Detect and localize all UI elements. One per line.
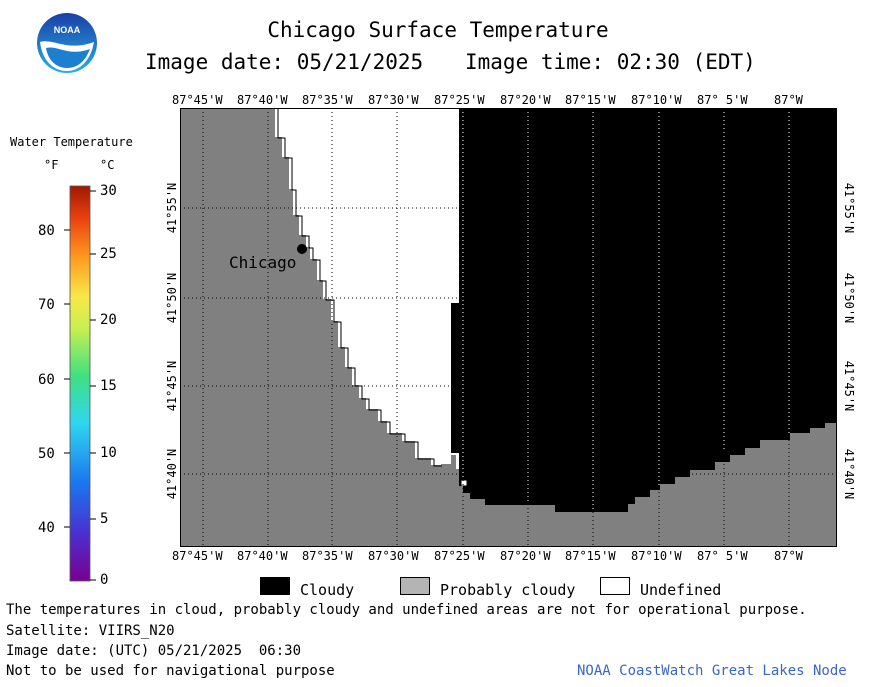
chicago-marker [297, 244, 307, 254]
utc-date: Image date: (UTC) 05/21/2025 06:30 [6, 643, 302, 659]
land-region [180, 108, 837, 547]
lon-label: 87°15'W [565, 549, 616, 563]
page-title: Chicago Surface Temperature [267, 18, 609, 42]
shoreline-edge [277, 108, 442, 467]
lon-label: 87°15'W [565, 93, 616, 107]
graticule-cloudy [462, 108, 790, 510]
lon-label: 87° 5'W [697, 549, 748, 563]
map [180, 108, 837, 547]
nav-warning: Not to be used for navigational purpose [6, 663, 335, 679]
lon-label: 87°40'W [237, 93, 288, 107]
colorbar-ticks [64, 190, 96, 581]
f-tick-80: 80 [38, 223, 55, 239]
legend-swatch-cloudy [260, 577, 290, 595]
c-tick-30: 30 [100, 183, 117, 199]
lon-label: 87°35'W [302, 93, 353, 107]
lon-label: 87°45'W [172, 93, 223, 107]
c-tick-5: 5 [100, 511, 109, 527]
lon-label: 87°20'W [500, 93, 551, 107]
lat-label: 41°50'N [842, 272, 856, 324]
lon-label: 87°20'W [500, 549, 551, 563]
lat-label: 41°55'N [842, 182, 856, 234]
disclaimer: The temperatures in cloud, probably clou… [6, 602, 807, 618]
colorbar [64, 185, 96, 582]
lon-label: 87°35'W [302, 549, 353, 563]
lat-label: 41°40'N [165, 448, 179, 500]
f-tick-40: 40 [38, 520, 55, 536]
lon-label: 87°25'W [434, 549, 485, 563]
cloudy-region [451, 108, 837, 512]
colorbar-unit-c: °C [100, 158, 115, 172]
f-tick-60: 60 [38, 372, 55, 388]
lon-label: 87°W [774, 93, 803, 107]
satellite: Satellite: VIIRS_N20 [6, 623, 175, 639]
lat-label: 41°45'N [842, 360, 856, 412]
lon-label: 87°30'W [368, 549, 419, 563]
noaa-logo: NOAA [37, 13, 97, 73]
f-tick-50: 50 [38, 446, 55, 462]
lon-label: 87°25'W [434, 93, 485, 107]
lon-label: 87°10'W [631, 93, 682, 107]
lat-label: 41°55'N [165, 182, 179, 234]
lat-label: 41°50'N [165, 272, 179, 324]
legend-swatch-undefined [600, 577, 630, 595]
lon-label: 87° 5'W [697, 93, 748, 107]
credit: NOAA CoastWatch Great Lakes Node [577, 663, 847, 679]
lon-label: 87°W [774, 549, 803, 563]
legend-label-probably-cloudy: Probably cloudy [440, 581, 576, 599]
c-tick-10: 10 [100, 445, 117, 461]
lon-label: 87°45'W [172, 549, 223, 563]
logo-text: NOAA [54, 25, 81, 35]
legend-label-cloudy: Cloudy [300, 581, 355, 599]
image-time: Image time: 02:30 (EDT) [465, 50, 756, 74]
c-tick-15: 15 [100, 378, 117, 394]
lat-label: 41°45'N [165, 360, 179, 412]
legend-swatch-probably-cloudy [400, 577, 430, 595]
lon-label: 87°30'W [368, 93, 419, 107]
c-tick-25: 25 [100, 246, 117, 262]
lon-label: 87°10'W [631, 549, 682, 563]
lon-label: 87°40'W [237, 549, 288, 563]
legend-label-undefined: Undefined [640, 581, 722, 599]
c-tick-20: 20 [100, 312, 117, 328]
city-label: Chicago [229, 253, 297, 272]
image-date: Image date: 05/21/2025 [145, 50, 424, 74]
f-tick-70: 70 [38, 297, 55, 313]
graticule [180, 108, 837, 547]
lat-label: 41°40'N [842, 448, 856, 500]
colorbar-unit-f: °F [44, 158, 59, 172]
colorbar-title: Water Temperature [10, 135, 133, 149]
c-tick-0: 0 [100, 572, 109, 588]
